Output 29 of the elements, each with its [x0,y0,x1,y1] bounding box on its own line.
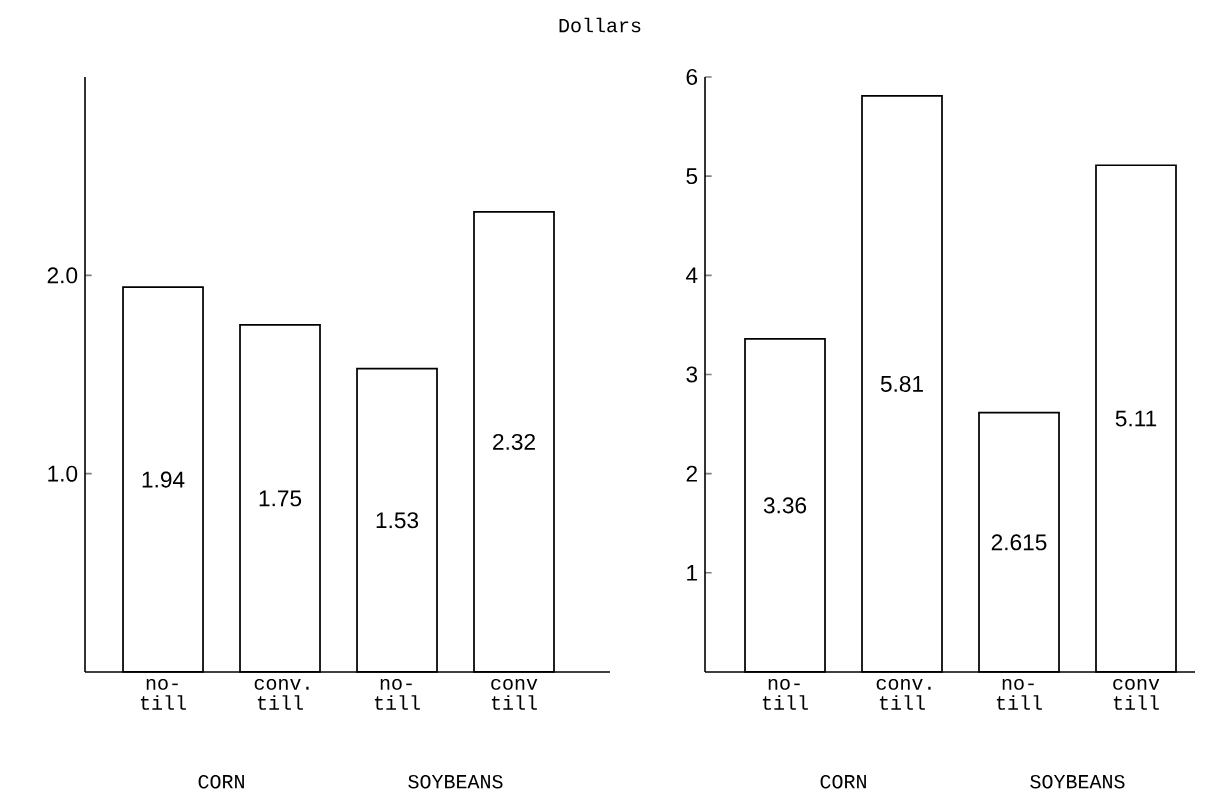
y-tick-label: 1 [687,565,697,581]
data-label: 3.36 [763,497,807,514]
y-tick-label: 5 [686,168,698,185]
text: SOYBEANS [1030,774,1125,789]
chart-title: Dollars [559,17,641,33]
y-tick-label: 6 [686,68,698,86]
x-tick-label: conv till [491,678,538,710]
data-label: 1.94 [142,471,185,488]
text: SOYBEANS [408,774,503,789]
x-tick-label: conv. till [876,678,931,710]
y-tick-label: 4 [685,267,698,284]
data-label: 5.11 [1115,410,1157,427]
y-tick-label: 1.0 [48,465,78,482]
y-tick-label: 2.0 [47,267,78,284]
data-label: 2.615 [991,534,1047,551]
x-tick-label: no-till [140,678,186,710]
y-tick-label: 2 [686,465,697,482]
x-tick-label: conv. till [254,678,309,710]
x-tick-label: no-till [996,678,1042,710]
x-tick-label: no-till [374,678,420,710]
text: CORN [198,774,244,789]
x-tick-label: no-till [762,678,808,710]
text: CORN [820,774,866,789]
x-tick-label: conv till [1113,678,1160,710]
y-tick-label: 3 [686,366,698,383]
data-label: 5.81 [880,375,923,392]
data-label: 1.75 [259,490,302,507]
data-label: 1.53 [376,512,419,529]
data-label: 2.32 [493,433,535,450]
